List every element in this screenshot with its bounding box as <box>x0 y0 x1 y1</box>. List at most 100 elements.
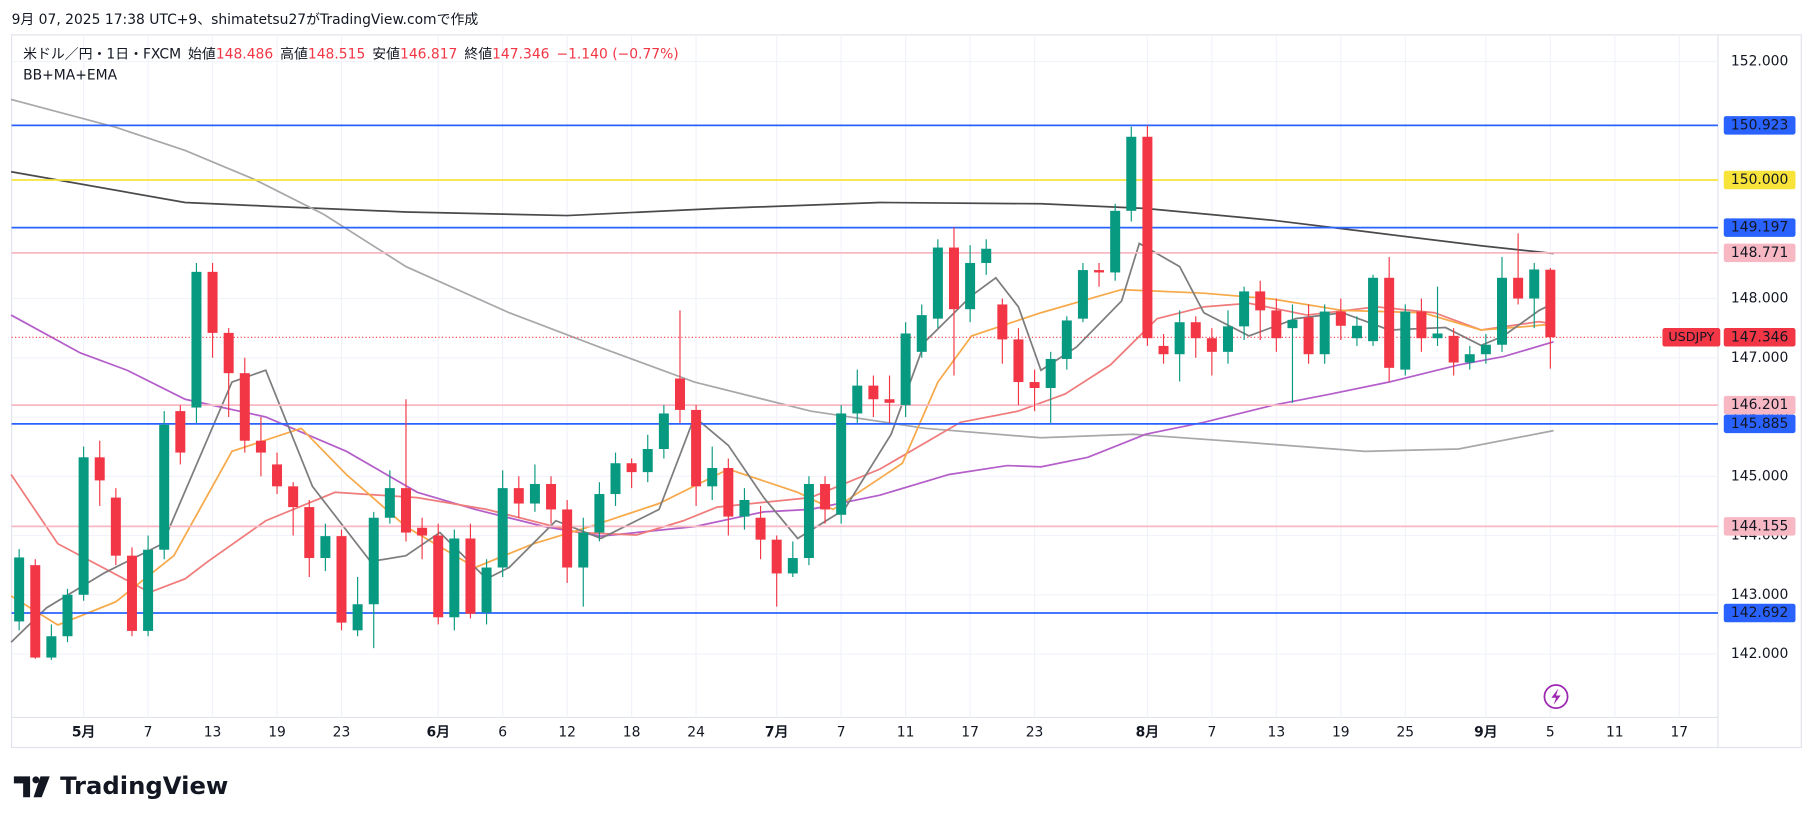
candle-body <box>78 457 89 595</box>
candle-body <box>1464 354 1475 363</box>
candle-body <box>1432 333 1443 339</box>
candle-body <box>546 483 557 510</box>
candle-body <box>997 304 1008 340</box>
candle-body <box>691 409 702 487</box>
x-tick-label: 7 <box>144 724 153 740</box>
candle-body <box>1190 322 1201 339</box>
last-price-box <box>1723 328 1796 347</box>
candle-body <box>159 424 170 550</box>
brand-logo <box>13 776 50 798</box>
symbol-box <box>1662 328 1721 347</box>
x-tick-label: 17 <box>961 724 979 740</box>
candle-body <box>481 567 492 613</box>
candle-body <box>255 440 266 453</box>
candle-body <box>1029 382 1040 388</box>
candles <box>14 125 1556 660</box>
candle-body <box>1094 270 1105 273</box>
candle-body <box>30 565 41 658</box>
candle-body <box>820 483 831 510</box>
candle-body <box>1142 136 1153 339</box>
level-label: 146.201 <box>1731 397 1788 413</box>
x-tick-label: 5 <box>1546 724 1555 740</box>
candle-body <box>1271 310 1282 339</box>
candle-body <box>1239 291 1250 327</box>
candle-body <box>239 373 250 441</box>
candle-body <box>868 385 879 400</box>
candle-body <box>916 315 927 352</box>
legend-item: 148.486 <box>216 47 273 63</box>
candle-body <box>465 538 476 614</box>
candle-body <box>352 604 363 631</box>
candle-body <box>1206 338 1217 352</box>
candle-body <box>46 636 57 658</box>
x-tick-label: 6月 <box>426 724 450 740</box>
x-tick-label: 13 <box>204 724 222 740</box>
candle-body <box>852 385 863 414</box>
y-tick-label: 152.000 <box>1731 54 1788 70</box>
level-label: 150.000 <box>1731 172 1788 188</box>
candle-body <box>417 527 428 536</box>
labels: 142.000143.000144.000145.000146.000147.0… <box>72 54 1796 740</box>
candle-body <box>1529 269 1540 299</box>
candle-body <box>1110 210 1121 273</box>
level-label-box <box>1723 170 1796 190</box>
candle-body <box>143 549 154 631</box>
level-label-box <box>1723 603 1796 623</box>
indicator-line <box>10 98 1554 453</box>
candle-body <box>1319 311 1330 355</box>
x-tick-label: 23 <box>1026 724 1044 740</box>
brand: TradingView <box>60 771 228 800</box>
legend-item: 高値 <box>280 46 308 63</box>
level-label-box <box>1723 243 1796 263</box>
alert-icon[interactable] <box>1543 684 1569 710</box>
legend-item: 安値 <box>372 47 400 63</box>
x-tick-label: 19 <box>1332 724 1350 740</box>
legend-item: 147.346 <box>492 47 549 63</box>
x-tick-label: 13 <box>1268 724 1286 740</box>
level-label-box <box>1723 414 1796 434</box>
level-label-box <box>1723 395 1796 415</box>
x-tick-label: 8月 <box>1136 724 1160 740</box>
candle-body <box>1545 269 1556 338</box>
y-tick-label: 143.000 <box>1731 587 1788 603</box>
x-tick-label: 6 <box>498 724 507 740</box>
candle-body <box>320 536 331 559</box>
candle-body <box>723 467 734 517</box>
candle-body <box>1158 345 1169 355</box>
y-tick-label: 142.000 <box>1731 646 1788 662</box>
header: 9月 07, 2025 17:38 UTC+9、shimatetsu27がTra… <box>12 12 479 28</box>
candle-body <box>755 517 766 540</box>
candle-body <box>191 271 202 408</box>
candle-body <box>1351 325 1362 339</box>
candle-body <box>803 483 814 559</box>
candle-body <box>932 247 943 319</box>
candle-body <box>223 332 234 374</box>
levels <box>11 124 1718 614</box>
legend-item: 始値 <box>188 47 216 63</box>
candle-body <box>900 333 911 406</box>
candle-body <box>304 507 315 559</box>
level-label-box <box>1723 218 1796 237</box>
candle-body <box>1497 277 1507 345</box>
candle-body <box>578 532 589 568</box>
candle-body <box>513 488 524 504</box>
candle-body <box>175 411 186 453</box>
grid <box>11 34 1718 718</box>
x-tick-label: 23 <box>333 724 351 740</box>
candle-body <box>1335 311 1346 326</box>
candle-body <box>14 557 25 622</box>
candle-body <box>110 497 121 556</box>
indicator-line <box>10 242 1554 643</box>
level-label: 142.692 <box>1731 605 1788 621</box>
candle-body <box>1061 320 1072 359</box>
candle-body <box>207 271 218 333</box>
candle-body <box>1400 311 1411 370</box>
level-label: 150.923 <box>1731 117 1788 133</box>
indicator-label: BB+MA+EMA <box>23 67 117 83</box>
candle-body <box>126 555 137 631</box>
legend-item: 米ドル／円・1日・FXCM <box>23 47 181 63</box>
level-label-box <box>1723 517 1796 536</box>
y-tick-label: 148.000 <box>1731 291 1788 307</box>
